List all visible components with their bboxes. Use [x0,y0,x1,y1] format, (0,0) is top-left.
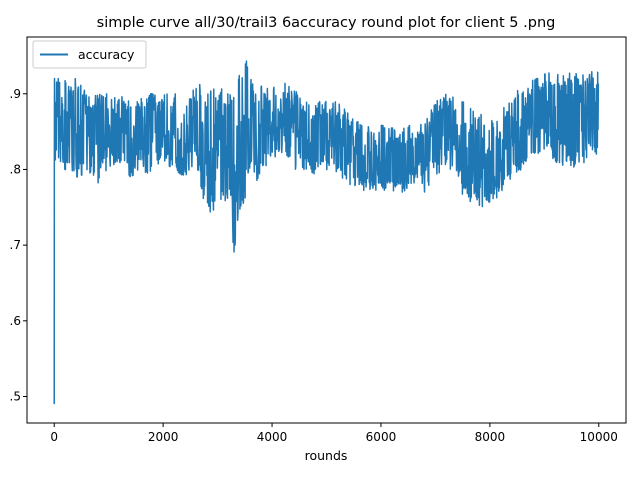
y-tick-label: .9 [10,87,21,101]
x-tick-label: 2000 [148,430,179,444]
y-tick-label: .6 [10,314,21,328]
x-axis: 0 2000 4000 6000 8000 10000 [50,423,618,444]
y-tick-label: .5 [10,390,21,404]
axes-frame [26,36,627,424]
y-axis: .5 .6 .7 .8 .9 [10,87,27,404]
x-tick-label: 0 [50,430,58,444]
x-tick-label: 4000 [257,430,288,444]
legend: accuracy [32,40,147,69]
x-axis-label: rounds [305,448,348,463]
chart-title: simple curve all/30/trail3 6accuracy rou… [97,15,556,31]
x-tick-label: 10000 [580,430,618,444]
legend-box [32,40,147,69]
y-tick-label: .8 [10,162,21,176]
x-tick-label: 6000 [366,430,397,444]
y-tick-label: .7 [10,238,21,252]
legend-label-accuracy: accuracy [78,47,135,62]
x-tick-label: 8000 [475,430,506,444]
plot-area [53,60,600,405]
series-line-accuracy [53,60,600,405]
